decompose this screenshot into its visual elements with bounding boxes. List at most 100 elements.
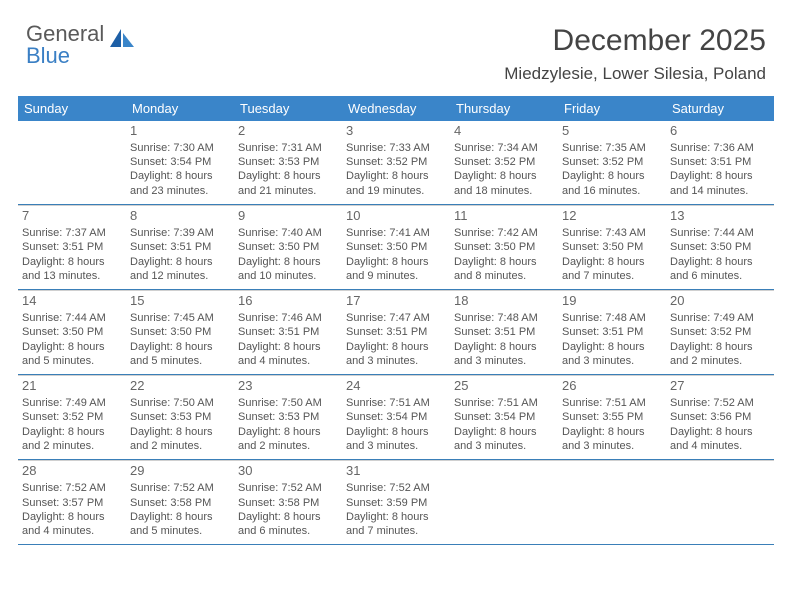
- daylight-line: Daylight: 8 hours and 8 minutes.: [454, 255, 554, 284]
- sunrise-line: Sunrise: 7:34 AM: [454, 141, 554, 155]
- daylight-line: Daylight: 8 hours and 21 minutes.: [238, 169, 338, 198]
- daylight-line: Daylight: 8 hours and 3 minutes.: [346, 425, 446, 454]
- sunset-line: Sunset: 3:52 PM: [670, 325, 770, 339]
- daylight-line: Daylight: 8 hours and 5 minutes.: [130, 510, 230, 539]
- daylight-line: Daylight: 8 hours and 3 minutes.: [562, 340, 662, 369]
- sunset-line: Sunset: 3:53 PM: [130, 410, 230, 424]
- day-cell: 8Sunrise: 7:39 AMSunset: 3:51 PMDaylight…: [126, 205, 234, 289]
- day-cell: [18, 121, 126, 204]
- daylight-line: Daylight: 8 hours and 3 minutes.: [454, 340, 554, 369]
- day-number: 2: [238, 123, 338, 141]
- daylight-line: Daylight: 8 hours and 4 minutes.: [22, 510, 122, 539]
- day-cell: 17Sunrise: 7:47 AMSunset: 3:51 PMDayligh…: [342, 290, 450, 374]
- day-cell: 12Sunrise: 7:43 AMSunset: 3:50 PMDayligh…: [558, 205, 666, 289]
- day-number: 23: [238, 378, 338, 396]
- day-cell: 15Sunrise: 7:45 AMSunset: 3:50 PMDayligh…: [126, 290, 234, 374]
- daylight-line: Daylight: 8 hours and 5 minutes.: [22, 340, 122, 369]
- daylight-line: Daylight: 8 hours and 10 minutes.: [238, 255, 338, 284]
- day-cell: [558, 460, 666, 544]
- sunrise-line: Sunrise: 7:42 AM: [454, 226, 554, 240]
- day-number: 28: [22, 463, 122, 481]
- sunset-line: Sunset: 3:55 PM: [562, 410, 662, 424]
- sunrise-line: Sunrise: 7:52 AM: [22, 481, 122, 495]
- sunset-line: Sunset: 3:51 PM: [238, 325, 338, 339]
- sunrise-line: Sunrise: 7:45 AM: [130, 311, 230, 325]
- sunrise-line: Sunrise: 7:30 AM: [130, 141, 230, 155]
- day-number: 5: [562, 123, 662, 141]
- day-cell: 5Sunrise: 7:35 AMSunset: 3:52 PMDaylight…: [558, 121, 666, 204]
- daylight-line: Daylight: 8 hours and 4 minutes.: [670, 425, 770, 454]
- sunset-line: Sunset: 3:58 PM: [130, 496, 230, 510]
- logo: General Blue: [26, 24, 134, 68]
- day-cell: 26Sunrise: 7:51 AMSunset: 3:55 PMDayligh…: [558, 375, 666, 459]
- sunrise-line: Sunrise: 7:48 AM: [562, 311, 662, 325]
- sunrise-line: Sunrise: 7:31 AM: [238, 141, 338, 155]
- sunrise-line: Sunrise: 7:37 AM: [22, 226, 122, 240]
- sunset-line: Sunset: 3:59 PM: [346, 496, 446, 510]
- daylight-line: Daylight: 8 hours and 5 minutes.: [130, 340, 230, 369]
- sunset-line: Sunset: 3:57 PM: [22, 496, 122, 510]
- sunset-line: Sunset: 3:52 PM: [22, 410, 122, 424]
- day-header-cell: Tuesday: [234, 96, 342, 121]
- day-cell: 24Sunrise: 7:51 AMSunset: 3:54 PMDayligh…: [342, 375, 450, 459]
- daylight-line: Daylight: 8 hours and 19 minutes.: [346, 169, 446, 198]
- sunset-line: Sunset: 3:54 PM: [346, 410, 446, 424]
- day-number: 16: [238, 293, 338, 311]
- daylight-line: Daylight: 8 hours and 2 minutes.: [670, 340, 770, 369]
- day-cell: 13Sunrise: 7:44 AMSunset: 3:50 PMDayligh…: [666, 205, 774, 289]
- day-header-cell: Monday: [126, 96, 234, 121]
- day-header-cell: Saturday: [666, 96, 774, 121]
- sunset-line: Sunset: 3:50 PM: [346, 240, 446, 254]
- day-number: 13: [670, 208, 770, 226]
- sunrise-line: Sunrise: 7:51 AM: [562, 396, 662, 410]
- sunset-line: Sunset: 3:50 PM: [670, 240, 770, 254]
- sunrise-line: Sunrise: 7:39 AM: [130, 226, 230, 240]
- day-cell: 27Sunrise: 7:52 AMSunset: 3:56 PMDayligh…: [666, 375, 774, 459]
- day-cell: 28Sunrise: 7:52 AMSunset: 3:57 PMDayligh…: [18, 460, 126, 544]
- day-cell: 30Sunrise: 7:52 AMSunset: 3:58 PMDayligh…: [234, 460, 342, 544]
- title-block: December 2025 Miedzylesie, Lower Silesia…: [504, 24, 766, 84]
- day-cell: 21Sunrise: 7:49 AMSunset: 3:52 PMDayligh…: [18, 375, 126, 459]
- day-number: 14: [22, 293, 122, 311]
- sunrise-line: Sunrise: 7:43 AM: [562, 226, 662, 240]
- sunset-line: Sunset: 3:56 PM: [670, 410, 770, 424]
- day-cell: [666, 460, 774, 544]
- sunrise-line: Sunrise: 7:44 AM: [670, 226, 770, 240]
- daylight-line: Daylight: 8 hours and 7 minutes.: [346, 510, 446, 539]
- day-header-cell: Wednesday: [342, 96, 450, 121]
- day-number: 18: [454, 293, 554, 311]
- day-number: 21: [22, 378, 122, 396]
- day-cell: 7Sunrise: 7:37 AMSunset: 3:51 PMDaylight…: [18, 205, 126, 289]
- sunset-line: Sunset: 3:52 PM: [454, 155, 554, 169]
- sunset-line: Sunset: 3:51 PM: [346, 325, 446, 339]
- sail-icon: [108, 27, 136, 54]
- sunset-line: Sunset: 3:50 PM: [562, 240, 662, 254]
- daylight-line: Daylight: 8 hours and 4 minutes.: [238, 340, 338, 369]
- location: Miedzylesie, Lower Silesia, Poland: [504, 64, 766, 84]
- sunrise-line: Sunrise: 7:35 AM: [562, 141, 662, 155]
- day-number: 11: [454, 208, 554, 226]
- sunrise-line: Sunrise: 7:52 AM: [238, 481, 338, 495]
- daylight-line: Daylight: 8 hours and 18 minutes.: [454, 169, 554, 198]
- sunrise-line: Sunrise: 7:41 AM: [346, 226, 446, 240]
- day-number: 15: [130, 293, 230, 311]
- day-cell: 25Sunrise: 7:51 AMSunset: 3:54 PMDayligh…: [450, 375, 558, 459]
- day-cell: 16Sunrise: 7:46 AMSunset: 3:51 PMDayligh…: [234, 290, 342, 374]
- daylight-line: Daylight: 8 hours and 2 minutes.: [130, 425, 230, 454]
- day-cell: 1Sunrise: 7:30 AMSunset: 3:54 PMDaylight…: [126, 121, 234, 204]
- daylight-line: Daylight: 8 hours and 2 minutes.: [22, 425, 122, 454]
- day-number: 9: [238, 208, 338, 226]
- day-number: 26: [562, 378, 662, 396]
- daylight-line: Daylight: 8 hours and 6 minutes.: [238, 510, 338, 539]
- daylight-line: Daylight: 8 hours and 12 minutes.: [130, 255, 230, 284]
- day-number: 22: [130, 378, 230, 396]
- day-number: 29: [130, 463, 230, 481]
- sunrise-line: Sunrise: 7:36 AM: [670, 141, 770, 155]
- sunset-line: Sunset: 3:51 PM: [562, 325, 662, 339]
- day-number: 10: [346, 208, 446, 226]
- daylight-line: Daylight: 8 hours and 3 minutes.: [454, 425, 554, 454]
- day-cell: 10Sunrise: 7:41 AMSunset: 3:50 PMDayligh…: [342, 205, 450, 289]
- daylight-line: Daylight: 8 hours and 7 minutes.: [562, 255, 662, 284]
- week-row: 7Sunrise: 7:37 AMSunset: 3:51 PMDaylight…: [18, 205, 774, 290]
- sunset-line: Sunset: 3:52 PM: [346, 155, 446, 169]
